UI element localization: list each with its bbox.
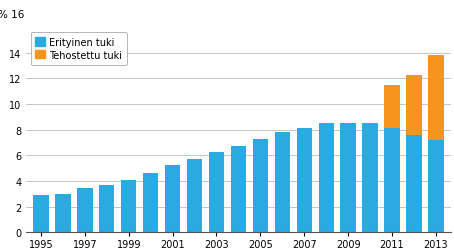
Bar — [231, 147, 246, 232]
Bar — [275, 132, 290, 232]
Bar — [165, 165, 180, 232]
Bar — [55, 194, 71, 232]
Bar — [385, 85, 400, 129]
Bar — [33, 195, 49, 232]
Bar — [362, 124, 378, 232]
Bar — [340, 124, 356, 232]
Bar — [428, 140, 444, 232]
Bar — [77, 188, 93, 232]
Bar — [121, 180, 137, 232]
Legend: Erityinen tuki, Tehostettu tuki: Erityinen tuki, Tehostettu tuki — [30, 33, 127, 66]
Bar — [406, 136, 422, 232]
Bar — [296, 128, 312, 232]
Bar — [385, 129, 400, 232]
Bar — [187, 160, 202, 232]
Bar — [428, 56, 444, 140]
Text: % 16: % 16 — [0, 10, 25, 20]
Bar — [209, 152, 224, 232]
Bar — [319, 124, 334, 232]
Bar — [99, 185, 114, 232]
Bar — [406, 75, 422, 136]
Bar — [143, 173, 158, 232]
Bar — [253, 139, 268, 232]
